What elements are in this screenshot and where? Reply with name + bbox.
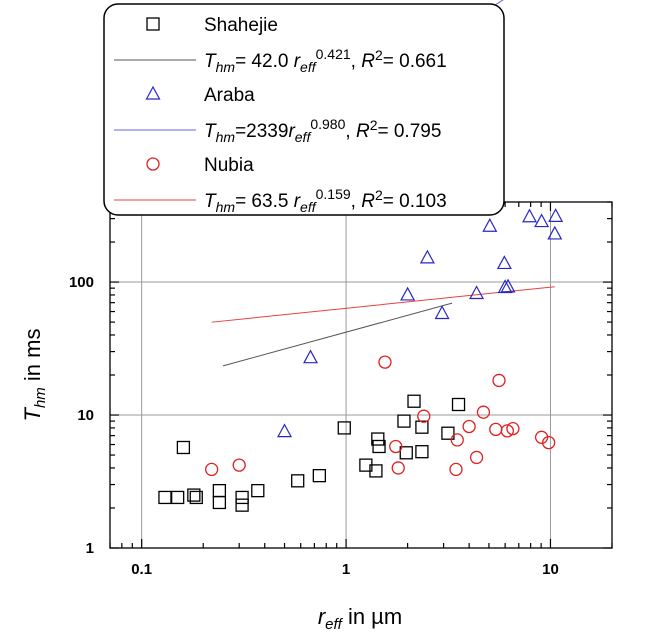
data-point-araba: [434, 305, 450, 320]
x-tick-label: 0.1: [131, 561, 152, 578]
data-point-araba: [303, 349, 319, 364]
data-point-shahejie: [251, 483, 265, 498]
data-point-shahejie: [397, 414, 411, 428]
legend-box: [103, 3, 505, 216]
data-point-shahejie: [369, 464, 383, 478]
data-point-shahejie: [371, 432, 385, 446]
data-point-nubia: [378, 355, 392, 369]
data-point-araba: [497, 279, 513, 294]
data-point-nubia: [449, 462, 463, 477]
x-tick-label: 10: [542, 561, 559, 578]
data-point-araba: [482, 217, 498, 232]
legend-equation-araba: Thm=2339reff0.980, R2= 0.795: [204, 116, 441, 145]
legend-label-araba: Araba: [204, 85, 255, 106]
data-point-shahejie: [235, 498, 249, 512]
legend: Shahejie Thm= 42.0 reff0.421, R2= 0.661 Ar…: [103, 3, 505, 216]
data-point-araba: [547, 225, 563, 240]
plot-frame: [109, 201, 613, 549]
data-point-shahejie: [291, 474, 305, 488]
data-point-araba: [522, 208, 538, 223]
data-point-araba: [469, 285, 485, 300]
data-point-araba: [400, 286, 416, 301]
data-point-shahejie: [189, 490, 203, 505]
data-point-shahejie: [158, 490, 172, 505]
legend-label-shahejie: Shahejie: [204, 15, 278, 36]
y-tick-label: 1: [86, 540, 94, 557]
data-point-nubia: [492, 373, 506, 388]
y-tick-label: 10: [77, 407, 94, 424]
data-point-shahejie: [212, 483, 227, 498]
data-point-araba: [277, 423, 293, 438]
legend-marker-araba: [145, 85, 161, 100]
data-point-nubia: [506, 421, 520, 436]
data-point-araba: [500, 278, 516, 293]
data-point-nubia: [489, 422, 503, 437]
data-point-nubia: [232, 458, 246, 472]
data-point-nubia: [450, 433, 464, 447]
data-point-nubia: [462, 419, 476, 434]
data-point-araba: [548, 208, 564, 222]
data-point-nubia: [389, 439, 403, 454]
data-point-shahejie: [372, 439, 386, 454]
data-point-shahejie: [212, 495, 227, 510]
x-tick-label: 1: [342, 561, 350, 578]
data-point-araba: [419, 249, 435, 264]
data-point-shahejie: [176, 440, 191, 455]
legend-label-nubia: Nubia: [204, 155, 254, 176]
y-tick-label: 100: [69, 274, 94, 291]
fit-line-shahejie: [222, 302, 453, 367]
data-point-araba: [534, 213, 550, 228]
data-point-nubia: [476, 405, 491, 419]
data-point-shahejie: [451, 397, 466, 412]
legend-equation-shahejie: Thm= 42.0 reff0.421, R2= 0.661: [204, 46, 447, 75]
data-point-shahejie: [399, 446, 413, 460]
data-point-araba: [496, 255, 512, 270]
fit-line-nubia: [211, 286, 555, 323]
legend-equation-nubia: Thm= 63.5 reff0.159, R2= 0.103: [204, 186, 447, 215]
x-axis-label: reff in µm: [318, 604, 402, 633]
data-point-shahejie: [407, 394, 421, 408]
legend-marker-shahejie: [146, 17, 160, 31]
data-point-nubia: [205, 462, 219, 477]
data-point-nubia: [417, 409, 431, 423]
axis-labels: reff in µm Thm in ms: [20, 329, 402, 633]
legend-marker-nubia: [146, 157, 160, 171]
data-point-shahejie: [312, 469, 326, 483]
data-points: [158, 208, 564, 512]
grid-layer: [110, 202, 612, 548]
data-point-nubia: [469, 450, 484, 465]
data-point-shahejie: [415, 445, 429, 459]
data-point-nubia: [500, 424, 514, 438]
y-axis-label: Thm in ms: [20, 329, 49, 422]
data-point-shahejie: [171, 490, 185, 505]
data-point-shahejie: [337, 421, 351, 435]
data-point-nubia: [542, 435, 556, 450]
data-point-shahejie: [415, 420, 429, 434]
data-point-nubia: [391, 461, 405, 475]
ticks-layer: 0.1 1 10 1 10 100: [69, 201, 613, 578]
data-point-shahejie: [187, 488, 201, 502]
data-point-shahejie: [441, 426, 455, 440]
data-point-shahejie: [235, 490, 249, 505]
